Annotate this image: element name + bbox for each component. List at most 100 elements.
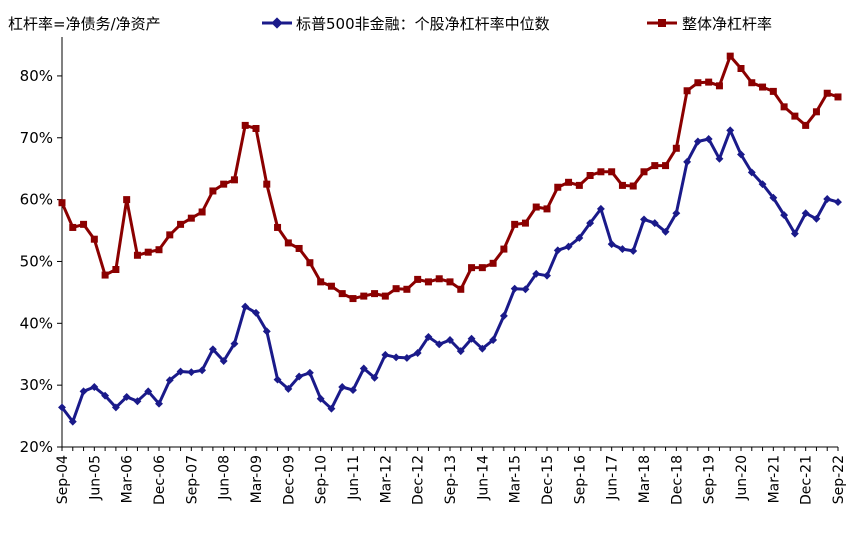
data-point-median: [295, 372, 304, 381]
data-point-median: [144, 387, 153, 396]
y-tick-label: 20%: [20, 438, 53, 456]
data-point-overall: [662, 162, 670, 170]
data-point-median: [489, 336, 498, 344]
data-point-overall: [58, 199, 66, 207]
data-point-median: [834, 198, 842, 207]
x-tick-label: Dec-18: [669, 455, 685, 505]
x-tick-label: Jun-08: [217, 455, 233, 501]
data-point-overall: [435, 275, 443, 283]
x-tick-label: Jun-14: [475, 455, 491, 501]
data-point-overall: [575, 181, 583, 189]
x-tick-label: Jun-17: [605, 455, 621, 501]
data-point-overall: [90, 235, 98, 243]
data-point-overall: [306, 259, 314, 267]
data-point-overall: [468, 264, 476, 272]
data-point-median: [650, 219, 659, 228]
data-point-median: [370, 373, 379, 382]
data-point-median: [801, 209, 810, 218]
data-point-overall: [640, 168, 648, 176]
data-point-median: [392, 353, 401, 362]
x-tick-label: Dec-15: [540, 455, 556, 505]
data-point-overall: [349, 295, 357, 303]
x-tick-label: Mar-09: [249, 455, 265, 503]
data-point-overall: [241, 121, 249, 129]
data-point-overall: [177, 220, 185, 228]
data-point-median: [176, 367, 185, 376]
data-point-median: [273, 375, 282, 384]
data-point-median: [532, 269, 541, 278]
y-tick-label: 50%: [20, 252, 53, 270]
data-point-median: [715, 154, 724, 163]
y-tick-label: 80%: [20, 67, 53, 85]
data-point-median: [327, 404, 336, 413]
data-point-median: [575, 234, 584, 242]
data-point-median: [424, 332, 433, 341]
x-tick-label: Dec-12: [411, 455, 427, 505]
legend-label-overall: 整体净杠杆率: [682, 15, 772, 33]
x-tick-label: Sep-22: [831, 455, 847, 504]
series-line-0: [60, 128, 839, 424]
x-tick-label: Mar-12: [378, 455, 394, 503]
data-point-median: [812, 214, 821, 223]
data-point-overall: [618, 181, 626, 189]
data-point-median: [241, 302, 250, 311]
data-point-overall: [715, 82, 723, 90]
y-tick-label: 60%: [20, 191, 53, 209]
data-point-overall: [694, 79, 702, 87]
data-point-overall: [166, 231, 174, 239]
series-line-1: [60, 54, 839, 301]
data-point-median: [737, 150, 745, 159]
data-point-overall: [424, 278, 432, 286]
data-point-overall: [672, 144, 680, 152]
x-tick-label: Sep-16: [572, 455, 588, 504]
x-tick-label: Mar-18: [637, 455, 653, 503]
data-point-overall: [338, 290, 346, 298]
data-point-median: [607, 240, 616, 249]
x-tick-label: Jun-20: [734, 455, 750, 501]
data-point-overall: [511, 220, 519, 228]
y-tick-label: 30%: [20, 376, 53, 394]
data-point-median: [640, 215, 648, 224]
data-point-overall: [543, 205, 551, 213]
data-point-overall: [123, 196, 131, 204]
data-point-overall: [198, 208, 206, 216]
data-point-overall: [759, 83, 767, 91]
legend-marker-median: [271, 17, 283, 29]
data-point-overall: [371, 290, 379, 298]
data-point-median: [683, 157, 692, 166]
data-point-median: [790, 229, 799, 238]
data-point-overall: [705, 78, 713, 86]
x-tick-label: Dec-09: [281, 455, 297, 505]
data-point-overall: [284, 239, 292, 247]
data-point-overall: [220, 180, 228, 188]
data-point-overall: [748, 79, 756, 87]
data-point-median: [586, 219, 595, 228]
x-tick-label: Mar-06: [120, 455, 136, 503]
data-point-median: [79, 387, 88, 396]
data-point-overall: [554, 183, 562, 191]
data-point-overall: [780, 103, 788, 111]
data-point-median: [284, 384, 293, 393]
data-point-overall: [823, 89, 831, 97]
data-point-median: [349, 386, 357, 395]
data-point-median: [564, 242, 573, 251]
x-tick-label: Sep-13: [443, 455, 459, 504]
data-point-overall: [317, 278, 325, 286]
legend: 标普500非金融：个股净杠杆率中位数 整体净杠杆率: [262, 15, 772, 33]
x-tick-label: Mar-15: [508, 455, 524, 503]
y-tick-label: 40%: [20, 314, 53, 332]
data-point-overall: [403, 285, 411, 293]
data-point-overall: [252, 124, 260, 132]
x-tick-label: Jun-05: [87, 455, 103, 501]
data-point-overall: [769, 87, 777, 95]
data-point-overall: [500, 245, 508, 253]
data-point-overall: [155, 246, 163, 254]
x-tick-label: Dec-21: [799, 455, 815, 505]
data-point-overall: [360, 292, 368, 300]
data-point-overall: [274, 223, 282, 231]
data-point-median: [155, 399, 163, 408]
data-point-median: [780, 211, 789, 220]
data-point-median: [446, 336, 454, 344]
data-point-median: [435, 340, 444, 349]
